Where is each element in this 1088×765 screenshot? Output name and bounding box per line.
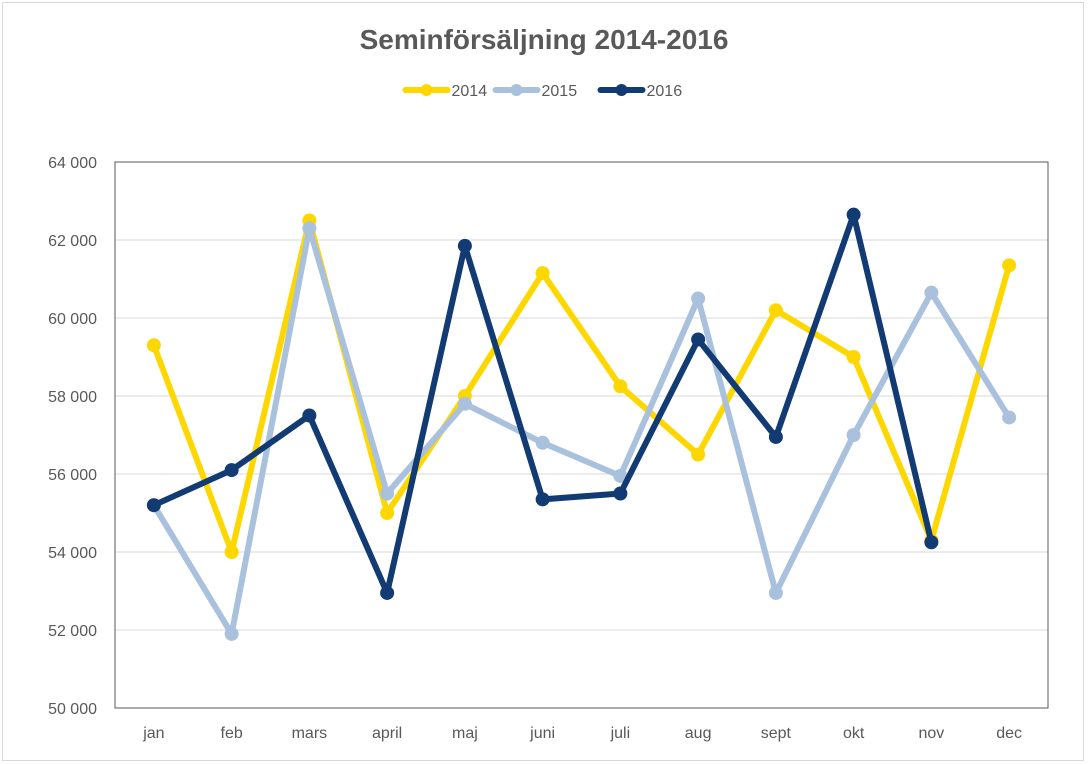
gridlines <box>115 239 1048 631</box>
x-axis-ticks: jan feb mars april maj juni juli aug sept okt nov d… <box>142 725 1022 742</box>
plot-area-border <box>114 161 1049 709</box>
legend-label: 2015 <box>542 83 578 100</box>
data-point <box>691 447 706 462</box>
y-axis-ticks: 50 000 52 000 54 000 56 000 58 000 60 000 62 0… <box>48 155 97 718</box>
data-point <box>457 238 472 253</box>
legend-item-2014: 2014 <box>402 83 488 100</box>
data-point <box>924 535 939 550</box>
data-point <box>613 468 628 483</box>
y-tick-label: 50 000 <box>48 701 97 718</box>
legend-swatch-marker <box>615 84 628 96</box>
series-2016 <box>146 207 939 600</box>
data-point <box>146 498 161 513</box>
series-2014 <box>146 213 1017 559</box>
data-point <box>846 207 861 222</box>
data-point <box>691 332 706 347</box>
chart-title: Seminförsäljning 2014-2016 <box>360 24 729 55</box>
legend-label: 2016 <box>647 83 683 100</box>
x-tick-label: mars <box>292 725 328 742</box>
data-point <box>846 428 861 442</box>
legend-swatch-marker <box>510 84 523 96</box>
x-tick-label: okt <box>843 725 865 742</box>
x-tick-label: juli <box>610 725 631 742</box>
y-tick-label: 52 000 <box>48 623 97 640</box>
data-point <box>924 285 939 300</box>
data-point <box>613 379 628 394</box>
data-point <box>224 463 239 478</box>
y-tick-label: 58 000 <box>48 389 97 406</box>
y-tick-label: 62 000 <box>48 233 97 250</box>
x-tick-label: aug <box>685 725 712 742</box>
data-point <box>1002 258 1017 273</box>
y-tick-label: 54 000 <box>48 545 97 562</box>
series-line <box>150 217 1013 555</box>
data-point <box>613 486 628 501</box>
x-tick-label: dec <box>996 725 1022 742</box>
legend-item-2016: 2016 <box>597 83 683 100</box>
x-tick-label: sept <box>761 725 792 742</box>
data-point <box>1002 410 1017 425</box>
x-tick-label: jan <box>142 725 164 742</box>
legend-item-2015: 2015 <box>492 83 578 100</box>
legend-label: 2014 <box>452 83 488 100</box>
x-tick-label: april <box>372 725 402 742</box>
series-line <box>150 225 1013 637</box>
x-tick-label: maj <box>452 725 478 742</box>
legend-swatch-marker <box>420 84 433 96</box>
data-point <box>224 626 239 641</box>
x-tick-label: juni <box>529 725 555 742</box>
data-point <box>302 408 317 423</box>
data-point <box>380 506 395 520</box>
data-point <box>224 545 239 559</box>
data-point <box>535 492 550 507</box>
data-point <box>691 291 706 306</box>
data-point <box>768 429 783 444</box>
data-point <box>457 396 472 411</box>
data-point <box>146 338 161 353</box>
data-point <box>846 350 861 364</box>
data-point <box>535 266 550 281</box>
data-point <box>535 435 550 450</box>
data-point <box>302 221 317 236</box>
data-point <box>768 303 783 318</box>
x-tick-label: nov <box>918 725 944 742</box>
legend: 2014 2015 2016 <box>402 83 683 100</box>
y-tick-label: 56 000 <box>48 467 97 484</box>
data-point <box>380 585 395 600</box>
y-tick-label: 64 000 <box>48 155 97 172</box>
series-group <box>146 207 1017 641</box>
data-point <box>380 486 395 501</box>
data-point <box>768 585 783 600</box>
y-tick-label: 60 000 <box>48 311 97 328</box>
x-tick-label: feb <box>221 725 243 742</box>
